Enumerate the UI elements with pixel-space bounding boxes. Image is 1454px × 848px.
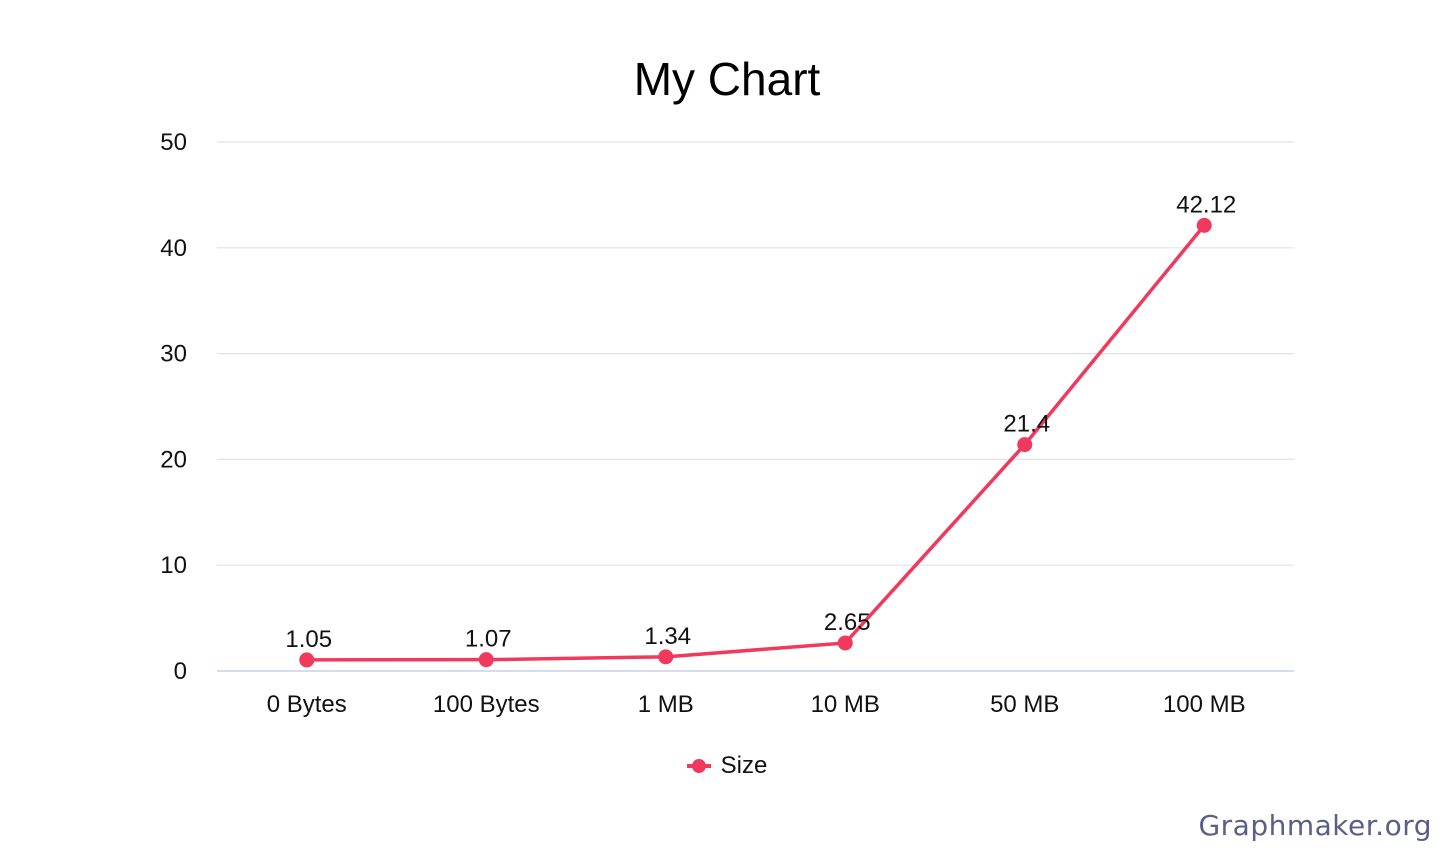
legend-marker-icon (686, 754, 711, 778)
data-point[interactable] (658, 649, 674, 665)
y-tick-label: 40 (160, 235, 187, 262)
legend: Size (0, 752, 1454, 780)
y-tick-label: 0 (174, 658, 187, 685)
data-point[interactable] (478, 652, 494, 668)
data-point[interactable] (1017, 437, 1033, 453)
data-label: 42.12 (1176, 191, 1236, 218)
x-tick-label: 100 MB (1163, 691, 1246, 718)
y-tick-label: 20 (160, 446, 187, 473)
y-axis-ticks: 0 10 20 30 40 50 (160, 129, 187, 685)
y-tick-label: 50 (160, 129, 187, 156)
x-tick-label: 50 MB (990, 691, 1059, 718)
legend-label: Size (720, 752, 768, 779)
data-point[interactable] (837, 635, 853, 651)
data-labels: 1.05 1.07 1.34 2.65 21.4 42.12 (285, 191, 1236, 653)
data-label: 2.65 (824, 609, 871, 636)
data-point[interactable] (1196, 217, 1212, 233)
data-label: 1.34 (644, 623, 691, 650)
y-tick-label: 10 (160, 552, 187, 579)
y-tick-label: 30 (160, 341, 187, 368)
legend-item-size[interactable]: Size (686, 752, 768, 780)
x-tick-label: 0 Bytes (267, 691, 347, 718)
data-label: 1.05 (285, 626, 332, 653)
data-label: 1.07 (465, 626, 512, 653)
x-axis-ticks: 0 Bytes 100 Bytes 1 MB 10 MB 50 MB 100 MB (267, 691, 1246, 718)
x-tick-label: 10 MB (811, 691, 880, 718)
chart-title: My Chart (633, 53, 821, 105)
series-size (299, 217, 1212, 668)
watermark-text[interactable]: Graphmaker.org (1198, 809, 1432, 842)
x-tick-label: 1 MB (638, 691, 694, 718)
series-line (305, 223, 1206, 662)
data-point[interactable] (299, 652, 315, 668)
gridlines (217, 141, 1294, 672)
x-tick-label: 100 Bytes (433, 691, 540, 718)
data-label: 21.4 (1003, 411, 1050, 438)
